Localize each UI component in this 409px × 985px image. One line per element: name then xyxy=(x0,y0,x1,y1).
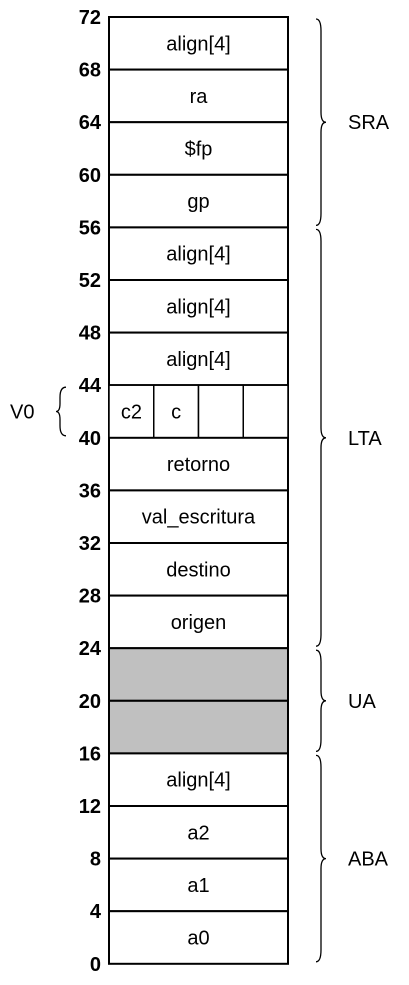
address-label: 44 xyxy=(79,375,102,397)
stack-subcell xyxy=(242,384,289,439)
address-label: 60 xyxy=(79,165,101,187)
region-brace xyxy=(315,754,327,963)
region-label: SRA xyxy=(348,112,390,134)
address-label: 28 xyxy=(79,586,101,608)
address-label: 16 xyxy=(79,743,101,765)
stack-cell xyxy=(108,436,289,492)
cell-label: align[4] xyxy=(166,349,231,371)
stack-cell xyxy=(108,910,289,965)
address-label: 52 xyxy=(79,270,101,292)
address-label: 12 xyxy=(79,796,101,818)
cell-label: $fp xyxy=(185,139,213,161)
address-label: 20 xyxy=(79,691,101,713)
stack-subcell xyxy=(197,384,244,439)
address-label: 4 xyxy=(90,901,102,923)
cell-label: ra xyxy=(190,86,209,108)
stack-cell xyxy=(108,173,289,229)
stack-cell xyxy=(108,805,289,860)
stack-cell xyxy=(108,647,289,702)
marker-brace xyxy=(55,386,67,437)
region-label: ABA xyxy=(348,849,389,871)
side-marker: V0 xyxy=(10,386,67,437)
address-label: 36 xyxy=(79,480,101,502)
region-brace xyxy=(315,649,327,753)
region-label: LTA xyxy=(348,428,382,450)
stack-subcell xyxy=(153,384,200,439)
region-label: UA xyxy=(348,691,376,713)
cell-label: origen xyxy=(171,612,227,634)
address-label: 8 xyxy=(90,849,101,871)
address-label: 72 xyxy=(79,7,101,29)
stack-cell xyxy=(108,699,289,755)
address-label: 40 xyxy=(79,428,101,450)
cell-label: gp xyxy=(187,191,209,213)
stack-cells: align[4] ra $fp gp align[4] align[4] align[4] c… xyxy=(108,16,289,965)
stack-cell xyxy=(108,16,289,71)
cell-label: align[4] xyxy=(166,770,231,792)
address-label: 32 xyxy=(79,533,101,555)
address-label: 68 xyxy=(79,60,101,82)
subcell-label: c xyxy=(171,402,181,424)
stack-cell xyxy=(108,279,289,334)
stack-cell xyxy=(108,68,289,124)
region-brace xyxy=(315,18,327,227)
cell-label: retorno xyxy=(167,454,230,476)
cell-label: align[4] xyxy=(166,33,231,55)
region-brace xyxy=(315,228,327,647)
stack-cell xyxy=(108,857,289,913)
subcell-label: c2 xyxy=(121,402,142,424)
address-label: 48 xyxy=(79,323,101,345)
cell-label: destino xyxy=(166,559,231,581)
region-braces: SRA LTA UA ABA xyxy=(315,18,390,963)
address-label: 24 xyxy=(79,638,102,660)
cell-label: a2 xyxy=(187,822,209,844)
cell-label: a0 xyxy=(187,928,209,950)
stack-cell xyxy=(108,594,289,650)
marker-label: V0 xyxy=(10,402,34,424)
cell-label: align[4] xyxy=(166,244,231,266)
cell-label: val_escritura xyxy=(142,507,256,529)
cell-label: a1 xyxy=(187,875,209,897)
cell-label: align[4] xyxy=(166,296,231,318)
address-label: 64 xyxy=(79,112,102,134)
address-label: 0 xyxy=(90,954,101,976)
address-label: 56 xyxy=(79,217,101,239)
stack-cell xyxy=(108,489,289,544)
